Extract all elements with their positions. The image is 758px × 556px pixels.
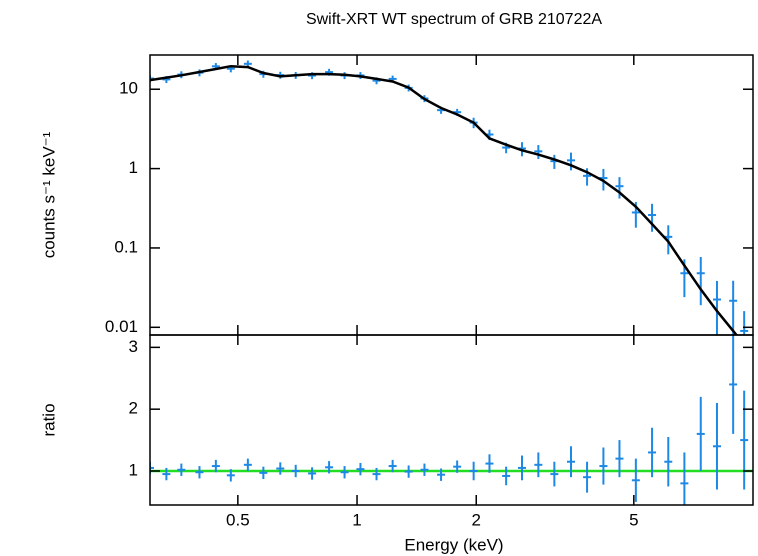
- y-tick-label: 0.1: [114, 237, 138, 256]
- axes: 0.01 0.1 1 10 1 2 3 0.5 1 2 5: [105, 55, 753, 529]
- top-plot: [150, 60, 749, 335]
- frame: [149, 334, 754, 506]
- y-axis-label: ratio: [39, 403, 58, 436]
- x-tick-label: 2: [472, 510, 481, 529]
- frame: [149, 54, 754, 336]
- y-axis-label: counts s⁻¹ keV⁻¹: [39, 131, 58, 258]
- bottom-plot: [150, 335, 753, 505]
- y-tick-label: 1: [129, 158, 138, 177]
- model-line: [150, 64, 739, 335]
- x-tick-label: 5: [629, 510, 638, 529]
- y-tick-label: 1: [129, 460, 138, 479]
- x-axis-label: Energy (keV): [404, 535, 503, 554]
- x-tick-label: 1: [352, 510, 361, 529]
- y-tick-label: 0.01: [105, 317, 138, 336]
- chart-title: Swift-XRT WT spectrum of GRB 210722A: [306, 11, 602, 28]
- y-tick-label: 3: [129, 337, 138, 356]
- y-tick-label: 10: [119, 79, 138, 98]
- y-tick-label: 2: [129, 399, 138, 418]
- x-tick-label: 0.5: [226, 510, 250, 529]
